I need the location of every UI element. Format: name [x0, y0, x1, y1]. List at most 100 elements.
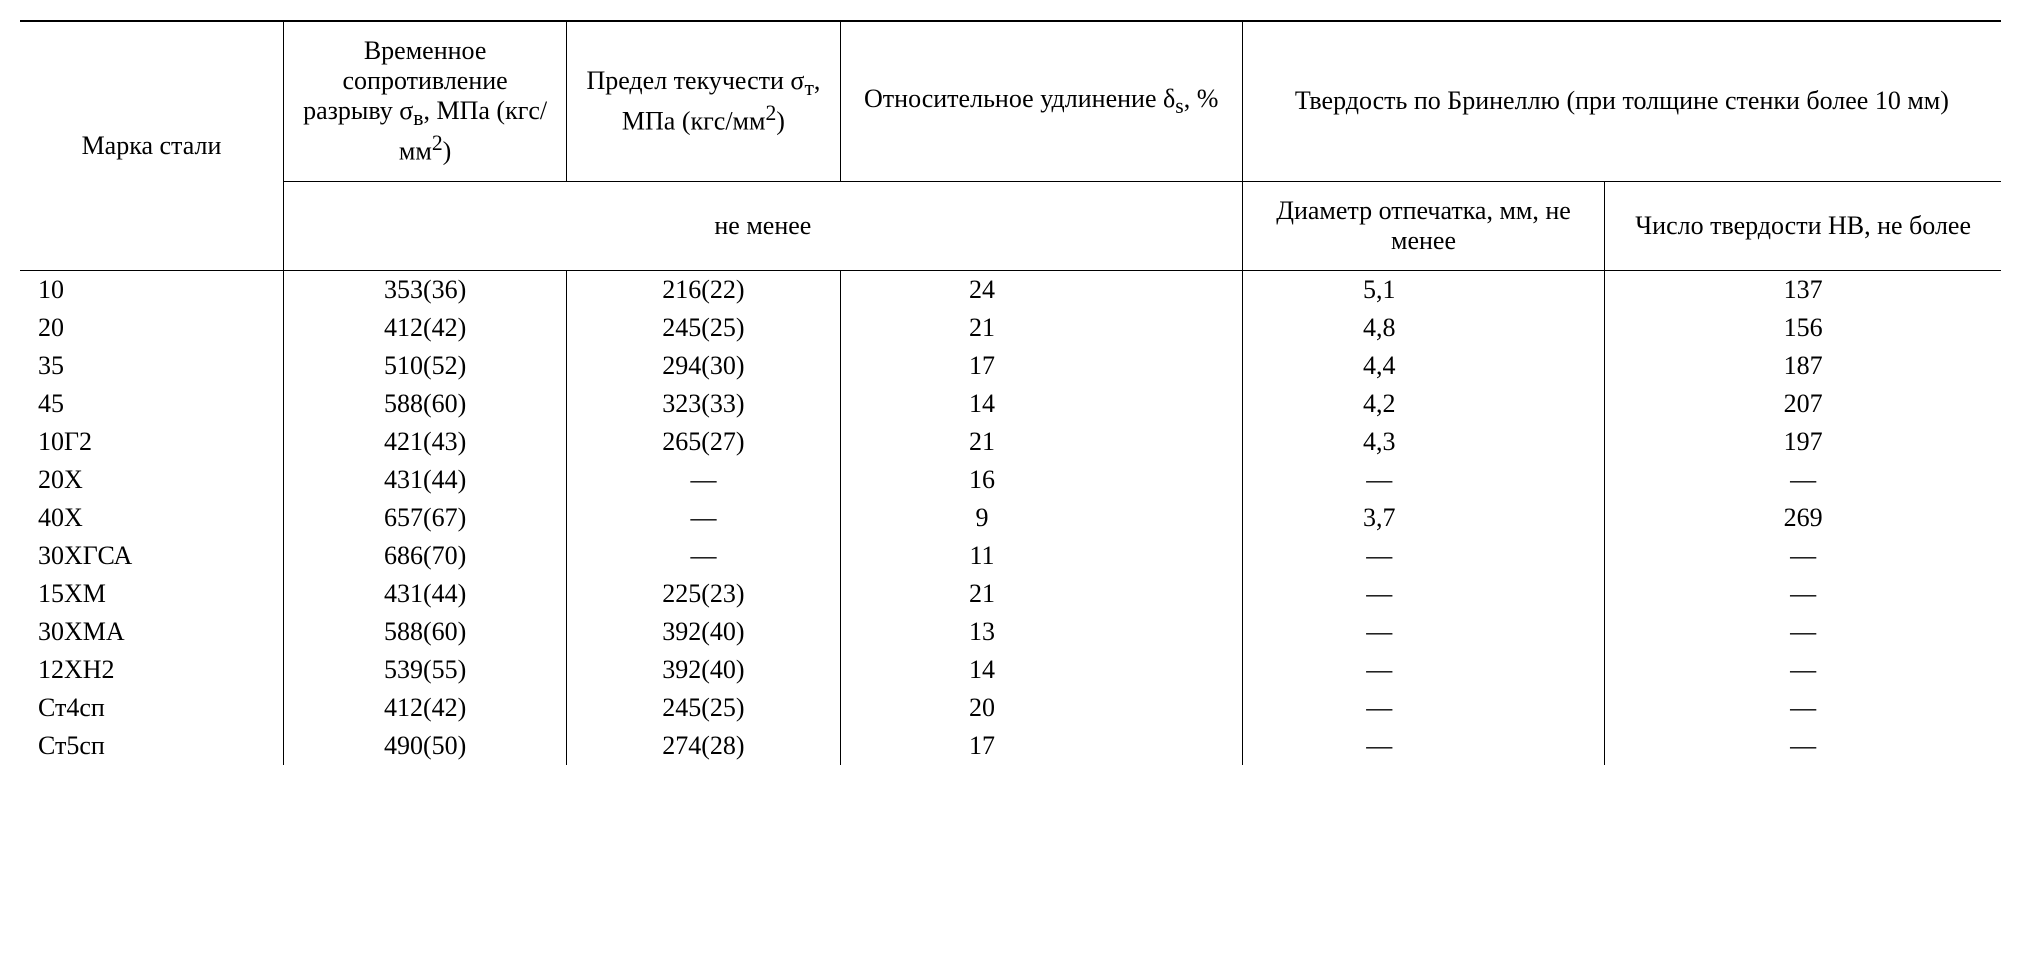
table-row: 12ХН2539(55)392(40)14——	[20, 651, 2001, 689]
cell-indent: 4,2	[1242, 385, 1515, 423]
cell-yield: 245(25)	[567, 689, 840, 727]
mechanical-properties-table: Марка стали Временное сопротивление разр…	[20, 20, 2001, 765]
cell-elongation: 9	[840, 499, 1123, 537]
cell-hb: 137	[1605, 270, 2001, 309]
cell-indent: —	[1242, 575, 1515, 613]
cell-grade: 35	[20, 347, 283, 385]
cell-spacer1	[1123, 499, 1242, 537]
table-row: 35510(52)294(30)174,4187	[20, 347, 2001, 385]
cell-elongation: 21	[840, 309, 1123, 347]
cell-spacer2	[1516, 575, 1605, 613]
cell-elongation: 17	[840, 347, 1123, 385]
table-row: Ст5сп490(50)274(28)17——	[20, 727, 2001, 765]
cell-indent: —	[1242, 651, 1515, 689]
cell-yield: 392(40)	[567, 651, 840, 689]
table-row: 30ХМА588(60)392(40)13——	[20, 613, 2001, 651]
cell-indent: 5,1	[1242, 270, 1515, 309]
table-row: 10353(36)216(22)245,1137	[20, 270, 2001, 309]
cell-elongation: 24	[840, 270, 1123, 309]
table-body: 10353(36)216(22)245,113720412(42)245(25)…	[20, 270, 2001, 765]
cell-tensile: 421(43)	[283, 423, 566, 461]
cell-hb: —	[1605, 689, 2001, 727]
cell-spacer2	[1516, 651, 1605, 689]
cell-spacer2	[1516, 613, 1605, 651]
cell-hb: —	[1605, 575, 2001, 613]
table-row: 45588(60)323(33)14 4,2 207	[20, 385, 2001, 423]
cell-indent: —	[1242, 613, 1515, 651]
cell-indent: —	[1242, 727, 1515, 765]
cell-grade: 20	[20, 309, 283, 347]
cell-elongation: 21	[840, 575, 1123, 613]
cell-spacer1	[1123, 537, 1242, 575]
cell-grade: 10Г2	[20, 423, 283, 461]
cell-grade: 30ХГСА	[20, 537, 283, 575]
cell-indent: —	[1242, 689, 1515, 727]
cell-spacer1	[1123, 270, 1242, 309]
cell-spacer1	[1123, 385, 1242, 423]
cell-hb: 207	[1605, 385, 2001, 423]
cell-elongation: 17	[840, 727, 1123, 765]
cell-elongation: 14	[840, 385, 1123, 423]
header-elongation: Относительное удлинение δs, %	[840, 21, 1242, 181]
cell-yield: 323(33)	[567, 385, 840, 423]
header-yield: Предел текучес­ти σт, МПа (кгс/мм2)	[567, 21, 840, 181]
cell-hb: 156	[1605, 309, 2001, 347]
cell-spacer1	[1123, 423, 1242, 461]
cell-tensile: 588(60)	[283, 613, 566, 651]
cell-yield: 265(27)	[567, 423, 840, 461]
cell-spacer1	[1123, 651, 1242, 689]
cell-tensile: 686(70)	[283, 537, 566, 575]
cell-spacer1	[1123, 461, 1242, 499]
cell-hb: 197	[1605, 423, 2001, 461]
cell-spacer1	[1123, 309, 1242, 347]
cell-spacer2	[1516, 309, 1605, 347]
cell-tensile: 353(36)	[283, 270, 566, 309]
cell-grade: 20Х	[20, 461, 283, 499]
cell-hb: —	[1605, 537, 2001, 575]
cell-hb: 187	[1605, 347, 2001, 385]
cell-grade: 40Х	[20, 499, 283, 537]
cell-elongation: 16	[840, 461, 1123, 499]
cell-spacer2	[1516, 423, 1605, 461]
cell-yield: 245(25)	[567, 309, 840, 347]
cell-tensile: 588(60)	[283, 385, 566, 423]
cell-indent: 4,4	[1242, 347, 1515, 385]
cell-spacer2	[1516, 727, 1605, 765]
cell-grade: 45	[20, 385, 283, 423]
cell-tensile: 431(44)	[283, 575, 566, 613]
cell-spacer1	[1123, 727, 1242, 765]
cell-hb: —	[1605, 613, 2001, 651]
cell-hb: —	[1605, 727, 2001, 765]
cell-grade: 15ХМ	[20, 575, 283, 613]
cell-indent: —	[1242, 461, 1515, 499]
cell-elongation: 13	[840, 613, 1123, 651]
header-not-less: не менее	[283, 181, 1242, 270]
cell-elongation: 14	[840, 651, 1123, 689]
cell-grade: Ст5сп	[20, 727, 283, 765]
cell-spacer1	[1123, 689, 1242, 727]
cell-yield: 225(23)	[567, 575, 840, 613]
cell-yield: 294(30)	[567, 347, 840, 385]
cell-spacer1	[1123, 575, 1242, 613]
cell-tensile: 431(44)	[283, 461, 566, 499]
cell-spacer2	[1516, 461, 1605, 499]
cell-spacer2	[1516, 270, 1605, 309]
cell-spacer2	[1516, 499, 1605, 537]
cell-hb: —	[1605, 461, 2001, 499]
cell-elongation: 20	[840, 689, 1123, 727]
header-brinell: Твердость по Бринеллю (при толщине стенк…	[1242, 21, 2001, 181]
table-row: 20412(42)245(25)214,8156	[20, 309, 2001, 347]
header-indent-diameter: Диаметр отпе­чатка, мм, не менее	[1242, 181, 1605, 270]
cell-yield: —	[567, 537, 840, 575]
cell-elongation: 21	[840, 423, 1123, 461]
cell-grade: Ст4сп	[20, 689, 283, 727]
header-grade: Марка стали	[20, 21, 283, 270]
cell-indent: —	[1242, 537, 1515, 575]
cell-yield: —	[567, 499, 840, 537]
table-row: 10Г2421(43)265(27)214,3197	[20, 423, 2001, 461]
cell-tensile: 412(42)	[283, 309, 566, 347]
cell-tensile: 412(42)	[283, 689, 566, 727]
cell-spacer2	[1516, 537, 1605, 575]
cell-grade: 10	[20, 270, 283, 309]
table-row: 20Х431(44)—16——	[20, 461, 2001, 499]
